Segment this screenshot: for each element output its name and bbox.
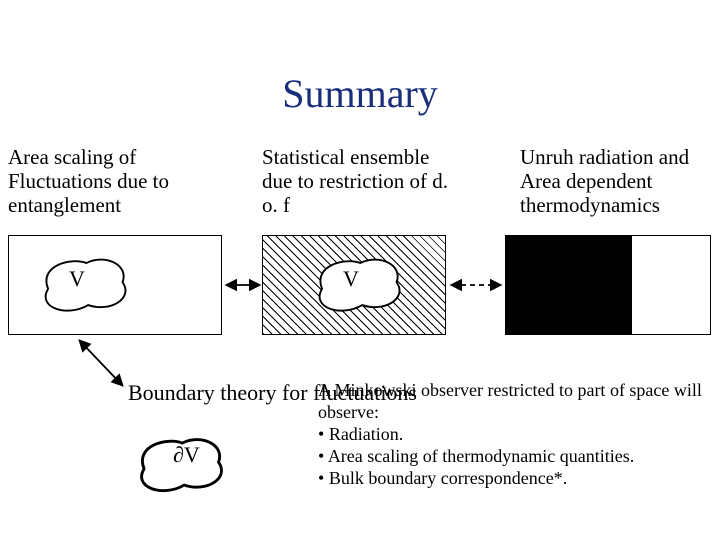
panel-left: V xyxy=(8,235,222,335)
blob-label-mid: V xyxy=(343,266,359,292)
desc-right: Unruh radiation and Area dependent therm… xyxy=(520,145,720,217)
desc-mid: Statistical ensemble due to restriction … xyxy=(262,145,462,217)
observer-item-0: • Radiation. xyxy=(318,424,718,446)
panel-mid: V xyxy=(262,235,446,335)
observer-block: A Minkowski observer restricted to part … xyxy=(318,380,718,490)
panel-right xyxy=(505,235,711,335)
page-title: Summary xyxy=(0,70,720,117)
observer-item-2: • Bulk boundary correspondence*. xyxy=(318,468,718,490)
desc-left: Area scaling of Fluctuations due to enta… xyxy=(8,145,208,217)
observer-item-1: • Area scaling of thermodynamic quantiti… xyxy=(318,446,718,468)
observer-intro: A Minkowski observer restricted to part … xyxy=(318,380,718,424)
arrow-left-to-bt xyxy=(72,335,132,393)
arrow-mid-right xyxy=(446,276,506,294)
dv-label: ∂V xyxy=(173,442,200,468)
arrow-left-mid xyxy=(223,276,263,294)
panel-right-blackhalf xyxy=(506,236,632,334)
blob-label-left: V xyxy=(69,266,85,292)
